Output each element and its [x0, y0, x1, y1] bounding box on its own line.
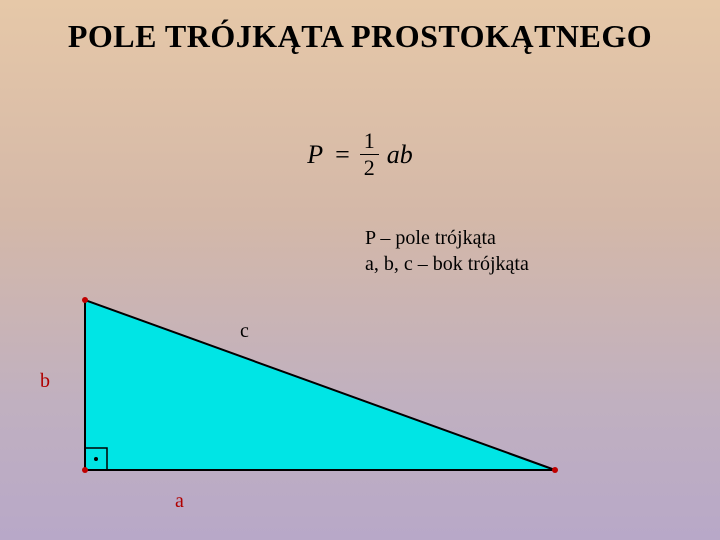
right-angle-dot — [94, 457, 98, 461]
legend-line-2: a, b, c – bok trójkąta — [365, 251, 529, 277]
right-triangle-diagram — [50, 290, 590, 520]
formula-fraction: 1 2 — [360, 130, 379, 179]
legend-line-1: P – pole trójkąta — [365, 225, 529, 251]
formula-numerator: 1 — [360, 130, 379, 152]
formula-denominator: 2 — [360, 157, 379, 179]
formula-equals: = — [335, 140, 350, 170]
side-label-a: a — [175, 490, 184, 513]
side-label-c: c — [240, 320, 249, 343]
slide-title: POLE TRÓJKĄTA PROSTOKĄTNEGO — [0, 18, 720, 55]
vertex-bottom-left — [82, 467, 88, 473]
side-label-b: b — [40, 370, 50, 393]
legend: P – pole trójkąta a, b, c – bok trójkąta — [365, 225, 529, 277]
triangle-fill — [85, 300, 555, 470]
area-formula: P = 1 2 ab — [0, 130, 720, 179]
vertex-top — [82, 297, 88, 303]
vertex-bottom-right — [552, 467, 558, 473]
formula-lhs: P — [307, 140, 323, 170]
formula-rhs: ab — [387, 140, 413, 170]
